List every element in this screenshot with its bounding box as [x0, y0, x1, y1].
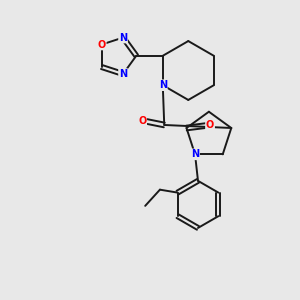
Text: N: N — [191, 149, 199, 159]
Text: N: N — [119, 69, 127, 79]
Text: O: O — [206, 120, 214, 130]
Text: O: O — [98, 40, 106, 50]
Text: O: O — [138, 116, 146, 126]
Text: N: N — [159, 80, 167, 90]
Text: N: N — [119, 33, 127, 43]
